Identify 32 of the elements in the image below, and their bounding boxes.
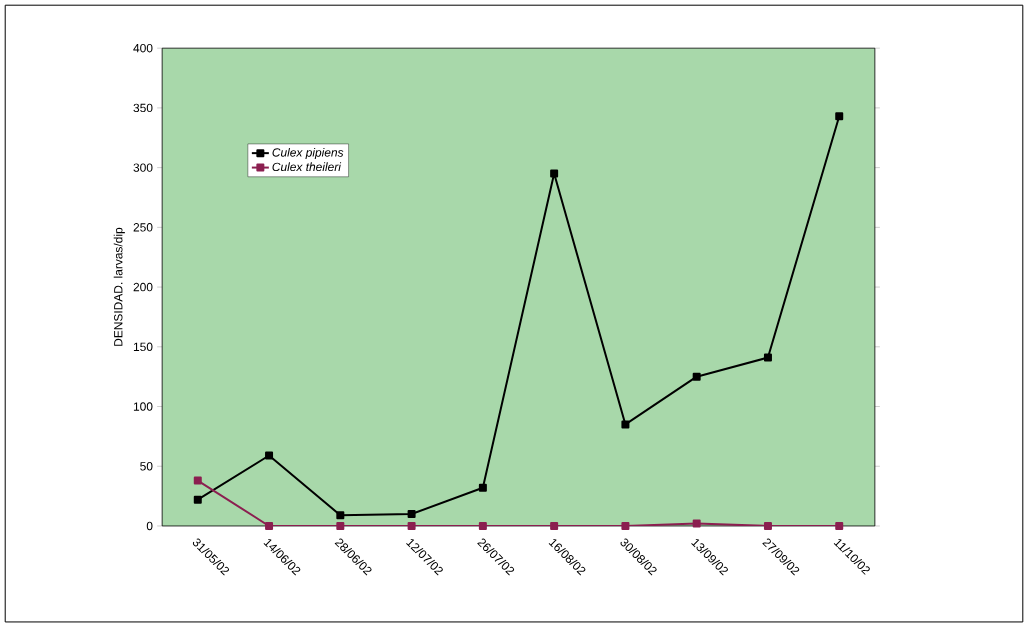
y-tick-label: 300 [133,163,153,172]
point [835,521,844,530]
point [692,372,701,381]
point [265,451,274,460]
point [692,519,701,528]
point [763,521,772,530]
legend-label: Culex pipiens [272,147,344,159]
point [550,169,559,178]
y-tick-label: 100 [133,402,153,411]
point [478,483,487,492]
point [336,521,345,530]
y-tick-label: 250 [133,223,153,232]
point [621,420,630,429]
point [835,112,844,121]
y-tick-label: 0 [146,521,153,531]
point [193,476,202,485]
point [550,521,559,530]
y-tick-label: 50 [140,461,153,471]
point [621,521,630,530]
point [407,509,416,518]
point [336,511,345,520]
point [265,521,274,530]
legend-label: Culex theileri [272,162,342,172]
y-axis-title: DENSIDAD. larvas/dip [113,227,125,346]
y-tick-label: 150 [133,342,153,351]
point [763,353,772,362]
point [478,521,487,530]
point [193,495,202,504]
point [407,521,416,530]
y-tick-label: 400 [133,43,153,53]
y-tick-label: 350 [133,103,153,113]
y-tick-label: 200 [133,282,153,292]
